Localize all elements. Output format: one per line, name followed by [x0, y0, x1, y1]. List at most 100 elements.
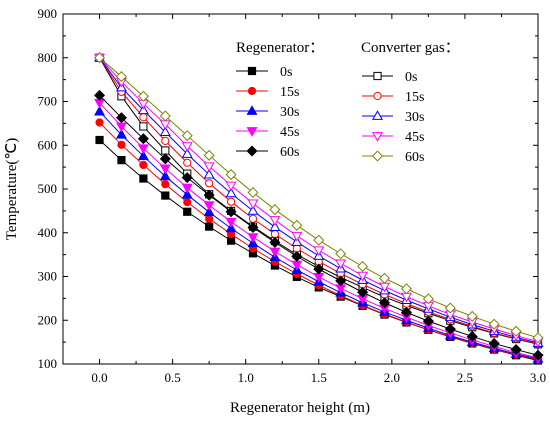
data-point-regenerator-45s — [181, 183, 193, 194]
x-tick-label: 1.0 — [238, 370, 254, 385]
x-tick-label: 2.0 — [384, 370, 400, 385]
data-point-regenerator-60s — [335, 275, 347, 287]
y-axis: 100 200 300 400 500 600 700 800 900 — [38, 6, 538, 371]
data-point-regenerator-45s — [247, 233, 259, 243]
y-tick-label: 900 — [38, 6, 58, 21]
data-point-regenerator-60s — [94, 89, 106, 101]
data-point-regenerator-30s — [159, 170, 171, 181]
data-point-regenerator-60s — [247, 221, 259, 234]
data-point-regenerator-15s — [95, 118, 104, 127]
plot-frame — [62, 13, 539, 365]
legend-marker-regenerator-30s — [246, 105, 258, 115]
data-point-regenerator-30s — [225, 222, 237, 233]
x-tick-label: 0.5 — [164, 370, 180, 385]
data-point-regenerator-45s — [225, 217, 237, 228]
legend-label-regenerator-15s: 15s — [280, 85, 299, 100]
legend-marker-converter-gas-30s — [372, 110, 383, 120]
data-point-converter-gas-60s — [225, 169, 237, 181]
y-tick-label: 100 — [38, 356, 58, 371]
data-point-regenerator-60s — [400, 306, 412, 318]
series-converter-gas-30s — [94, 51, 544, 347]
data-point-converter-gas-15s — [226, 197, 236, 206]
data-point-regenerator-15s — [161, 180, 170, 189]
data-point-converter-gas-60s — [422, 293, 434, 305]
data-point-regenerator-30s — [116, 128, 127, 139]
y-tick-label: 500 — [38, 181, 58, 196]
x-tick-label: 2.5 — [457, 370, 473, 385]
data-point-converter-gas-60s — [466, 310, 478, 322]
data-point-converter-gas-45s — [335, 259, 347, 270]
data-point-converter-gas-45s — [203, 162, 215, 173]
data-point-converter-gas-60s — [335, 248, 347, 260]
y-tick-label: 200 — [38, 312, 58, 327]
data-point-regenerator-45s — [159, 164, 171, 175]
data-point-converter-gas-15s — [161, 136, 170, 145]
data-point-regenerator-60s — [357, 286, 369, 298]
data-point-regenerator-60s — [225, 206, 237, 218]
data-point-converter-gas-30s — [137, 104, 149, 115]
y-tick-label: 400 — [38, 225, 58, 240]
data-point-regenerator-60s — [115, 112, 127, 124]
data-point-regenerator-60s — [488, 337, 500, 349]
legend-label-regenerator-45s: 45s — [280, 125, 299, 140]
legend-group-regenerator: Regenerator： 0s 15s 30s 45s 60s — [236, 40, 324, 160]
series-line-converter-gas-0s — [99, 57, 539, 345]
series-converter-gas-15s — [95, 53, 543, 348]
x-tick-label: 3.0 — [530, 370, 546, 385]
data-point-regenerator-60s — [181, 172, 193, 184]
legend-title: Converter gas： — [361, 40, 460, 56]
data-point-regenerator-45s — [269, 247, 281, 258]
data-point-regenerator-15s — [183, 198, 192, 207]
data-point-regenerator-60s — [510, 344, 522, 356]
legend-marker-regenerator-0s — [247, 66, 257, 76]
legend-title: Regenerator： — [236, 40, 324, 56]
data-point-regenerator-60s — [313, 263, 325, 275]
data-point-converter-gas-60s — [313, 234, 325, 246]
data-point-converter-gas-15s — [270, 229, 280, 239]
data-point-converter-gas-60s — [532, 332, 544, 344]
data-point-regenerator-0s — [139, 174, 148, 183]
data-point-converter-gas-60s — [291, 219, 303, 231]
legend-label-converter-gas-15s: 15s — [405, 90, 424, 105]
data-point-converter-gas-15s — [248, 214, 258, 223]
y-tick-label: 600 — [38, 137, 58, 152]
legend-label-converter-gas-60s: 60s — [405, 150, 424, 165]
legend-label-regenerator-30s: 30s — [280, 105, 299, 120]
legend-group-converter-gas: Converter gas： 0s 15s 30s 45s 60s — [361, 40, 460, 165]
legend-marker-converter-gas-60s — [371, 150, 384, 162]
data-point-converter-gas-60s — [510, 325, 522, 337]
legend-marker-regenerator-60s — [246, 145, 258, 157]
data-point-regenerator-30s — [94, 105, 105, 116]
data-point-converter-gas-30s — [181, 148, 193, 158]
data-point-converter-gas-45s — [313, 246, 325, 257]
data-point-regenerator-60s — [137, 133, 149, 145]
data-point-converter-gas-45s — [269, 216, 281, 226]
data-point-regenerator-30s — [203, 206, 215, 217]
data-point-regenerator-45s — [137, 144, 149, 155]
data-point-converter-gas-30s — [225, 187, 237, 198]
data-point-regenerator-0s — [205, 222, 214, 231]
data-point-regenerator-0s — [161, 191, 170, 200]
legend-marker-converter-gas-45s — [372, 132, 383, 142]
legend-label-converter-gas-0s: 0s — [405, 70, 417, 85]
data-point-converter-gas-60s — [357, 260, 369, 272]
series-regenerator-60s — [94, 89, 544, 361]
y-tick-label: 800 — [38, 50, 58, 65]
data-point-regenerator-60s — [159, 153, 171, 165]
y-tick-label: 700 — [38, 94, 58, 109]
data-point-regenerator-15s — [205, 214, 214, 223]
legend-label-regenerator-60s: 60s — [280, 145, 299, 160]
data-point-regenerator-0s — [95, 135, 104, 145]
data-point-converter-gas-60s — [488, 318, 500, 330]
data-point-converter-gas-30s — [203, 168, 215, 179]
data-point-regenerator-60s — [466, 330, 478, 342]
data-point-regenerator-15s — [117, 140, 126, 149]
data-point-converter-gas-0s — [139, 122, 148, 131]
data-point-regenerator-45s — [203, 201, 215, 212]
legend-label-converter-gas-45s: 45s — [405, 130, 424, 145]
data-point-converter-gas-45s — [181, 142, 193, 152]
legend-marker-regenerator-15s — [247, 86, 257, 96]
series-layer — [94, 51, 544, 365]
